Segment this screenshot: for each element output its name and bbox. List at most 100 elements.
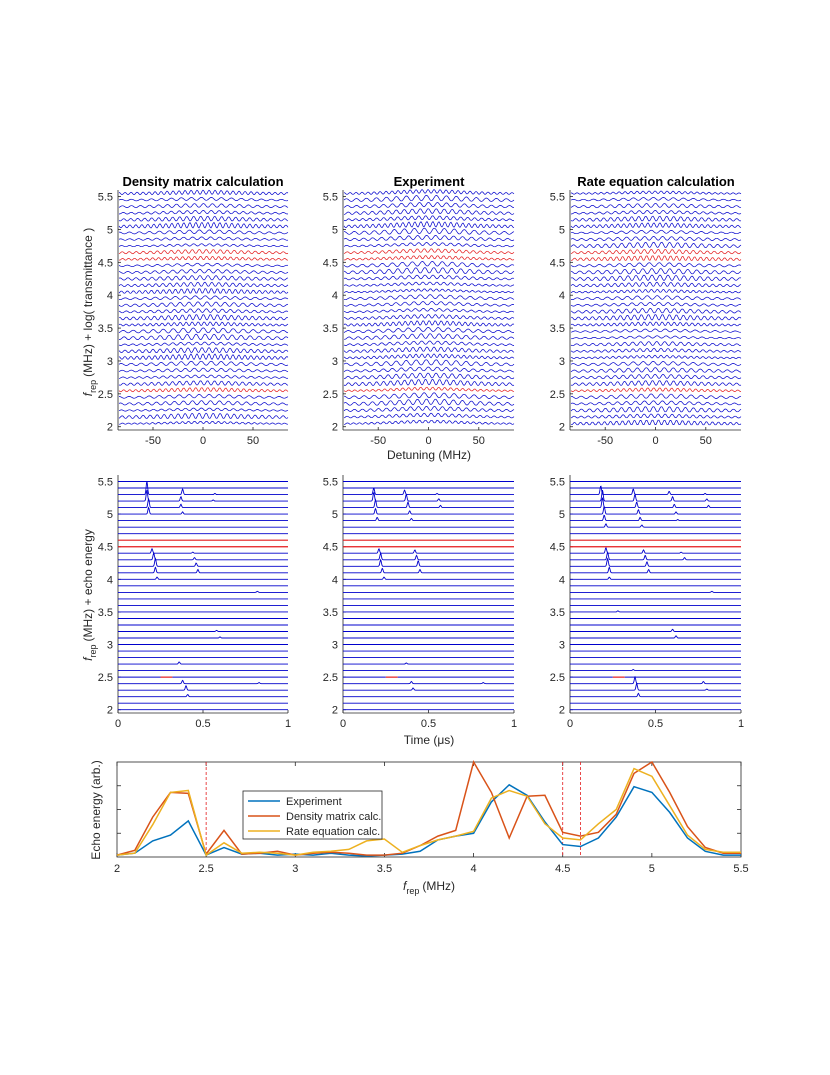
spectrum-trace (118, 341, 289, 346)
y-tick-label: 4.5 (550, 542, 565, 554)
y-tick-label: 2.5 (98, 389, 113, 401)
spectrum-trace (118, 347, 289, 353)
spectrum-trace (343, 333, 515, 340)
x-tick-label: 0 (652, 435, 658, 447)
y-tick-label: 2.5 (98, 672, 113, 684)
y-tick-label: 4 (559, 574, 565, 586)
x-tick-label: 2 (114, 863, 120, 875)
spectrum-trace (570, 302, 742, 307)
echo-ylabel: frep (MHz) + echo energy (81, 529, 98, 661)
spectrum-trace (118, 197, 289, 202)
x-tick-label: 1 (738, 718, 744, 730)
echo-trace (343, 487, 514, 496)
echo-trace (570, 692, 741, 698)
echo-xlabel: Time (μs) (404, 733, 454, 747)
spectrum-trace (118, 262, 289, 267)
echo-trace (118, 547, 288, 554)
echo-trace (118, 636, 288, 639)
x-tick-label: 1 (285, 718, 291, 730)
spectrum-trace (118, 210, 289, 215)
panel-rate-echo: 2 2.5 3 3.5 4 4.5 5 5.5 0 0.5 1 (550, 475, 744, 730)
spectrum-trace (118, 268, 289, 274)
spectrum-trace (343, 189, 515, 195)
spectrum-trace (118, 295, 289, 300)
spectrum-trace (343, 327, 515, 333)
y-tick-label: 4.5 (550, 257, 565, 269)
spectrum-trace (570, 341, 742, 347)
spectrum-trace (570, 203, 742, 209)
y-tick-label: 5.5 (98, 477, 113, 489)
trace-highlight (343, 386, 515, 392)
x-tick-label: 0 (567, 718, 573, 730)
echo-trace (118, 497, 288, 509)
spectrum-trace (570, 210, 742, 215)
plot-panels: 22.533.544.555.5-50 0 5022.533.544.555.5-5… (98, 189, 749, 875)
spectrum-trace (570, 354, 742, 359)
x-tick-label: 50 (700, 435, 712, 447)
echo-trace (570, 505, 741, 515)
spectra-ylabel: frep (MHz) + log( transmittance ) (81, 228, 98, 396)
trace-highlight (343, 255, 515, 261)
spectrum-trace (570, 380, 742, 387)
y-tick-label: 5.5 (323, 192, 338, 204)
y-tick-label: 4 (332, 574, 338, 586)
panel-experiment-spectra: 2 2.5 3 3.5 4 4.5 5 5.5 -50 0 50 (323, 189, 515, 447)
spectrum-trace (570, 268, 742, 275)
trace-highlight (570, 387, 742, 393)
x-tick-label: 3 (292, 863, 298, 875)
panel-density-echo: 2 2.5 3 3.5 4 4.5 5 5.5 0 0.5 1 (98, 475, 291, 730)
spectrum-trace (118, 236, 289, 241)
y-tick-label: 4.5 (323, 257, 338, 269)
spectrum-trace (570, 321, 742, 327)
echo-trace (118, 566, 288, 574)
y-tick-label: 2 (107, 422, 113, 434)
spectrum-trace (343, 353, 515, 360)
spectrum-trace (570, 413, 742, 419)
spectrum-trace (571, 229, 742, 235)
spectrum-trace (118, 215, 289, 222)
y-tick-label: 2.5 (550, 389, 565, 401)
spectrum-trace (343, 372, 515, 380)
trace-highlight (343, 248, 515, 254)
spectrum-trace (343, 359, 515, 367)
y-tick-label: 2.5 (550, 672, 565, 684)
echo-trace (570, 514, 741, 522)
spectrum-trace (570, 222, 742, 229)
spectrum-trace (118, 393, 289, 399)
echo-trace (343, 507, 514, 515)
y-tick-label: 5.5 (98, 192, 113, 204)
x-tick-label: 50 (473, 435, 485, 447)
y-tick-label: 2.5 (323, 672, 338, 684)
echo-trace (118, 552, 288, 561)
y-tick-label: 3.5 (550, 607, 565, 619)
echo-trace (343, 662, 514, 665)
spectrum-trace (570, 295, 742, 301)
echo-trace (343, 687, 514, 691)
trace-highlight (570, 255, 742, 261)
spectrum-trace (570, 335, 742, 340)
trace-highlight (118, 249, 289, 255)
y-tick-label: 2 (332, 705, 338, 717)
panel-density-spectra: 2 2.5 3 3.5 4 4.5 5 5.5 -50 0 50 (98, 189, 289, 447)
spectrum-trace (118, 301, 289, 307)
echo-trace (118, 661, 288, 665)
spectrum-trace (344, 314, 515, 320)
panel-echo-energy: 2 2.5 3 3.5 4 4.5 5 5.5 Experiment Density matrix… (114, 760, 749, 875)
spectra-ylabel-sub: rep (88, 380, 98, 393)
x-tick-label: 4 (471, 863, 477, 875)
echo-trace (570, 490, 741, 502)
echo-trace (118, 481, 288, 496)
y-tick-label: 4 (107, 290, 113, 302)
y-tick-label: 5 (559, 509, 565, 521)
spectrum-trace (570, 308, 742, 314)
spectra-xlabel: Detuning (MHz) (387, 448, 471, 462)
spectrum-trace (343, 379, 515, 387)
spectrum-trace (118, 281, 289, 287)
panel-experiment-echo: 2 2.5 3 3.5 4 4.5 5 5.5 0 0.5 1 (323, 475, 517, 730)
echo-trace (118, 629, 288, 632)
energy-ylabel: Echo energy (arb.) (89, 760, 103, 859)
spectrum-trace (343, 235, 515, 241)
spectrum-trace (118, 275, 289, 281)
spectrum-trace (343, 261, 515, 268)
spectrum-trace (570, 393, 742, 399)
